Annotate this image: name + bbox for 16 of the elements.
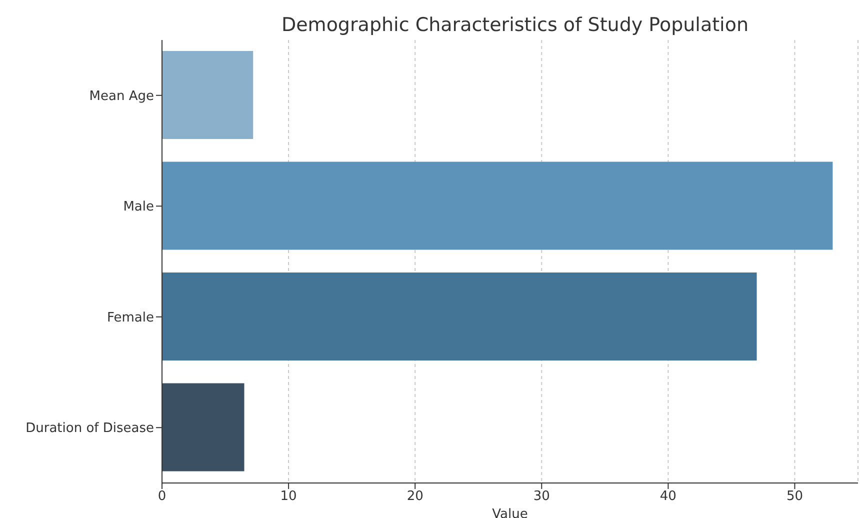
y-tick-label: Mean Age [89, 88, 154, 104]
bar [162, 272, 757, 360]
bar [162, 383, 244, 472]
x-axis-title: Value [492, 507, 528, 518]
y-tick-label: Duration of Disease [26, 421, 154, 436]
x-tick-label: 20 [406, 489, 424, 504]
x-tick-label: 0 [158, 489, 166, 504]
bar [162, 162, 833, 250]
chart-title: Demographic Characteristics of Study Population [280, 14, 750, 36]
x-tick-label: 30 [533, 489, 550, 504]
x-tick-label: 50 [786, 489, 803, 504]
y-tick-label: Female [106, 310, 154, 326]
x-tick-label: 10 [280, 489, 297, 504]
bar [162, 51, 254, 139]
x-tick-label: 40 [660, 489, 676, 504]
y-tick-label: Male [123, 200, 154, 215]
